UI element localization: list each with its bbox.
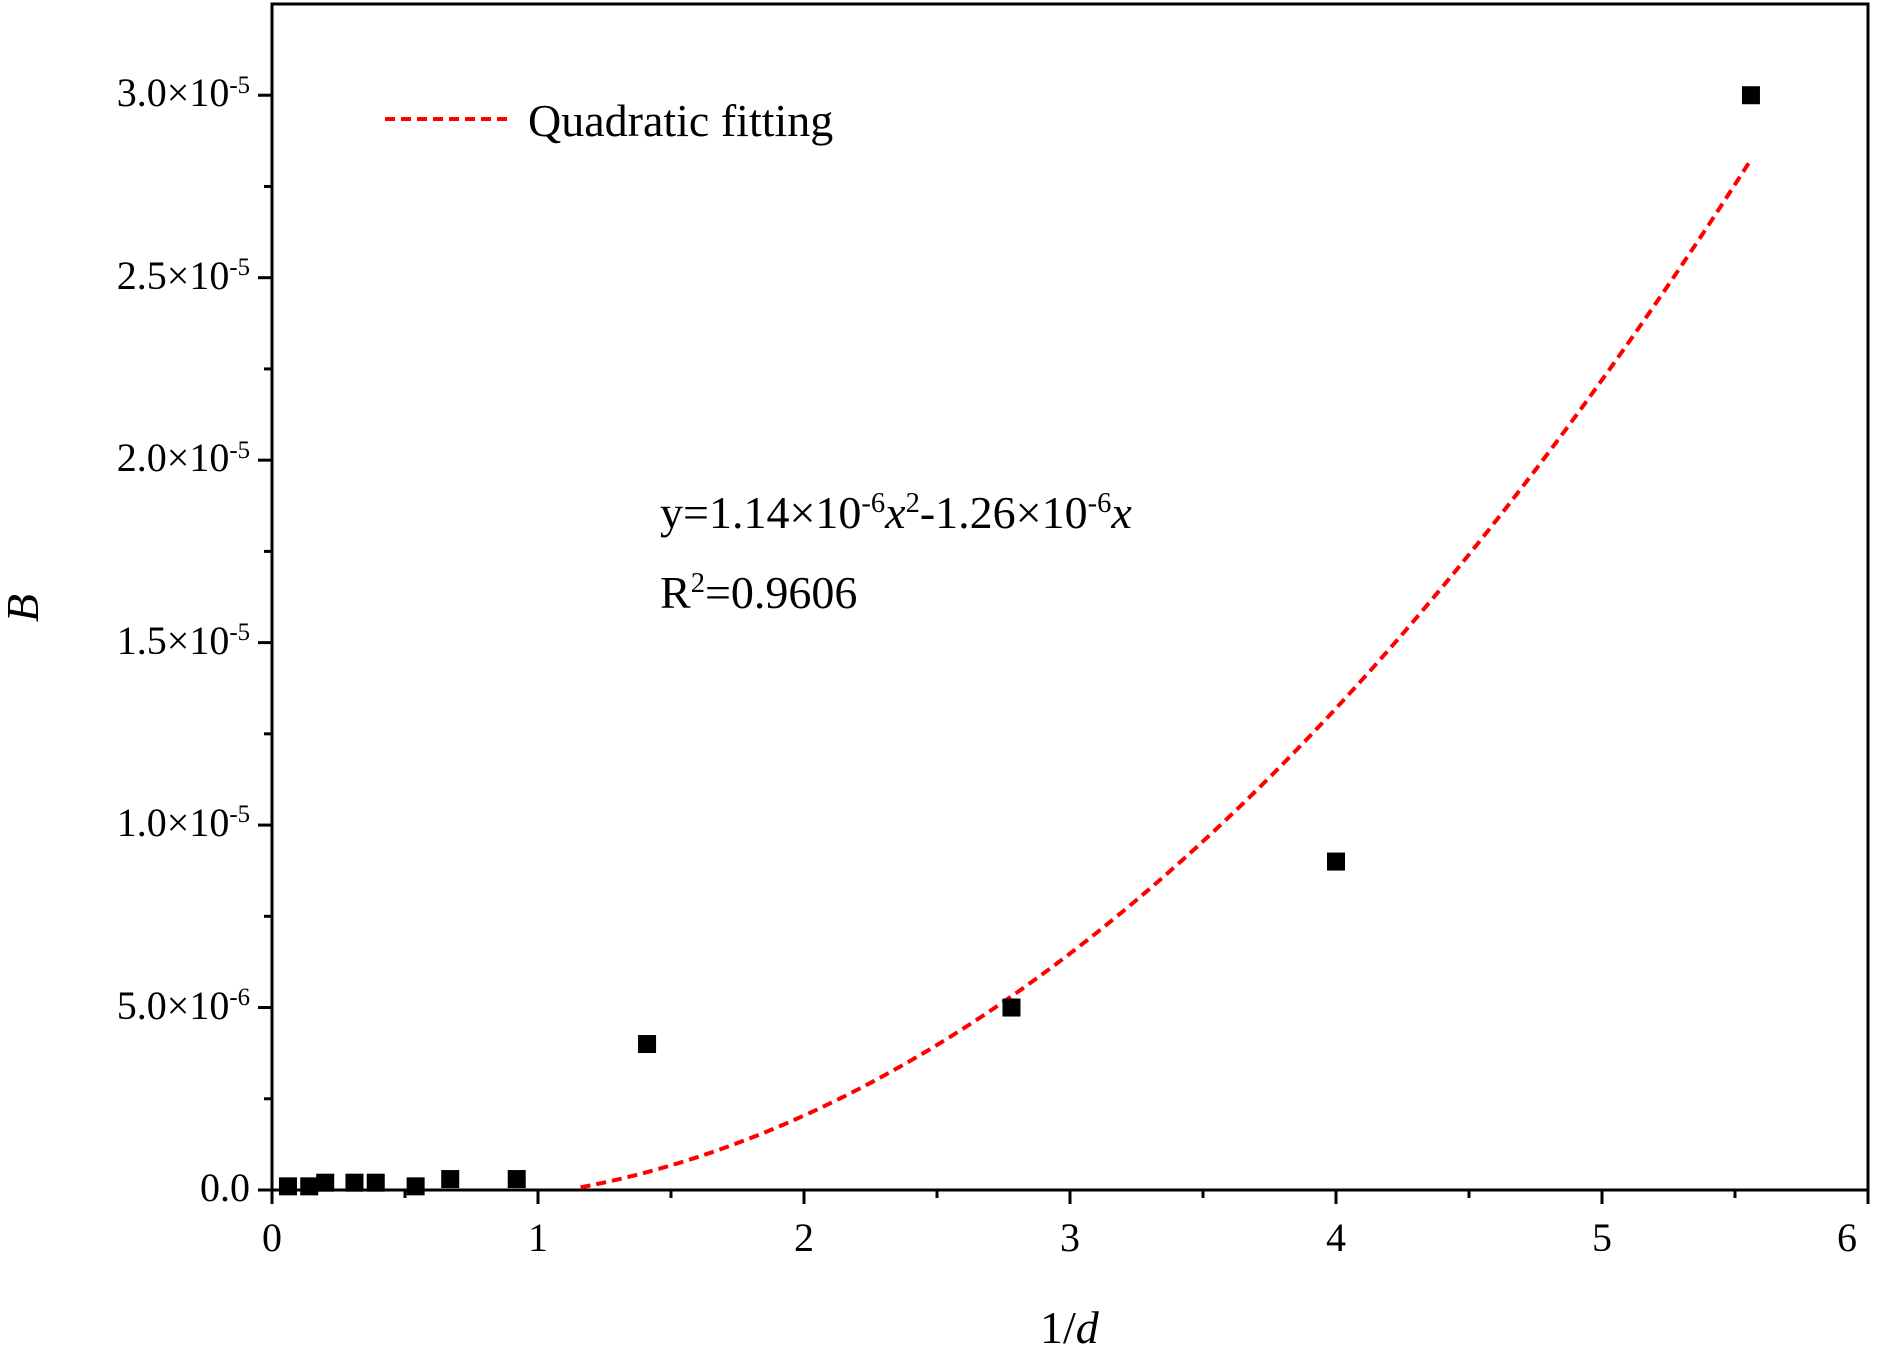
- x-tick-label: 3: [1060, 1215, 1080, 1260]
- y-tick-label: 0.0: [200, 1165, 250, 1210]
- x-axis-title: 1/d: [1040, 1302, 1099, 1353]
- data-point: [366, 1173, 385, 1192]
- plot-axes: [270, 2, 1870, 1192]
- fit-equation: y=1.14×10-6x2-1.26×10-6x: [660, 487, 1132, 538]
- x-tick-label: 0: [262, 1215, 282, 1260]
- y-tick-label: 5.0×10-6: [116, 982, 250, 1028]
- y-tick-label: 2.5×10-5: [116, 252, 250, 298]
- x-tick-label: 2: [794, 1215, 814, 1260]
- data-point: [507, 1170, 526, 1189]
- data-points: [278, 86, 1760, 1196]
- y-tick-label: 1.5×10-5: [116, 617, 250, 663]
- data-point: [638, 1035, 657, 1054]
- legend-label: Quadratic fitting: [528, 95, 834, 146]
- data-point: [300, 1177, 319, 1196]
- x-tick-label: 5: [1592, 1215, 1612, 1260]
- y-tick-label: 3.0×10-5: [116, 70, 250, 116]
- x-tick-label: 6: [1837, 1215, 1857, 1260]
- data-point: [1327, 852, 1345, 871]
- axis-ticks: [258, 93, 1870, 1204]
- data-point: [316, 1173, 335, 1192]
- x-tick-label: 4: [1326, 1215, 1346, 1260]
- data-point: [1741, 86, 1760, 105]
- x-tick-label: 1: [528, 1215, 548, 1260]
- data-point: [406, 1177, 425, 1196]
- y-tick-label: 1.0×10-5: [116, 800, 250, 846]
- r-squared: R2=0.9606: [660, 567, 858, 618]
- data-point: [1002, 998, 1021, 1017]
- y-axis-title: B: [0, 593, 48, 623]
- y-tick-label: 2.0×10-5: [116, 435, 250, 481]
- data-point: [278, 1177, 297, 1196]
- plot-frame: [270, 2, 1870, 1192]
- data-point: [345, 1173, 364, 1192]
- fit-curve: [580, 158, 1753, 1190]
- data-point: [441, 1170, 460, 1189]
